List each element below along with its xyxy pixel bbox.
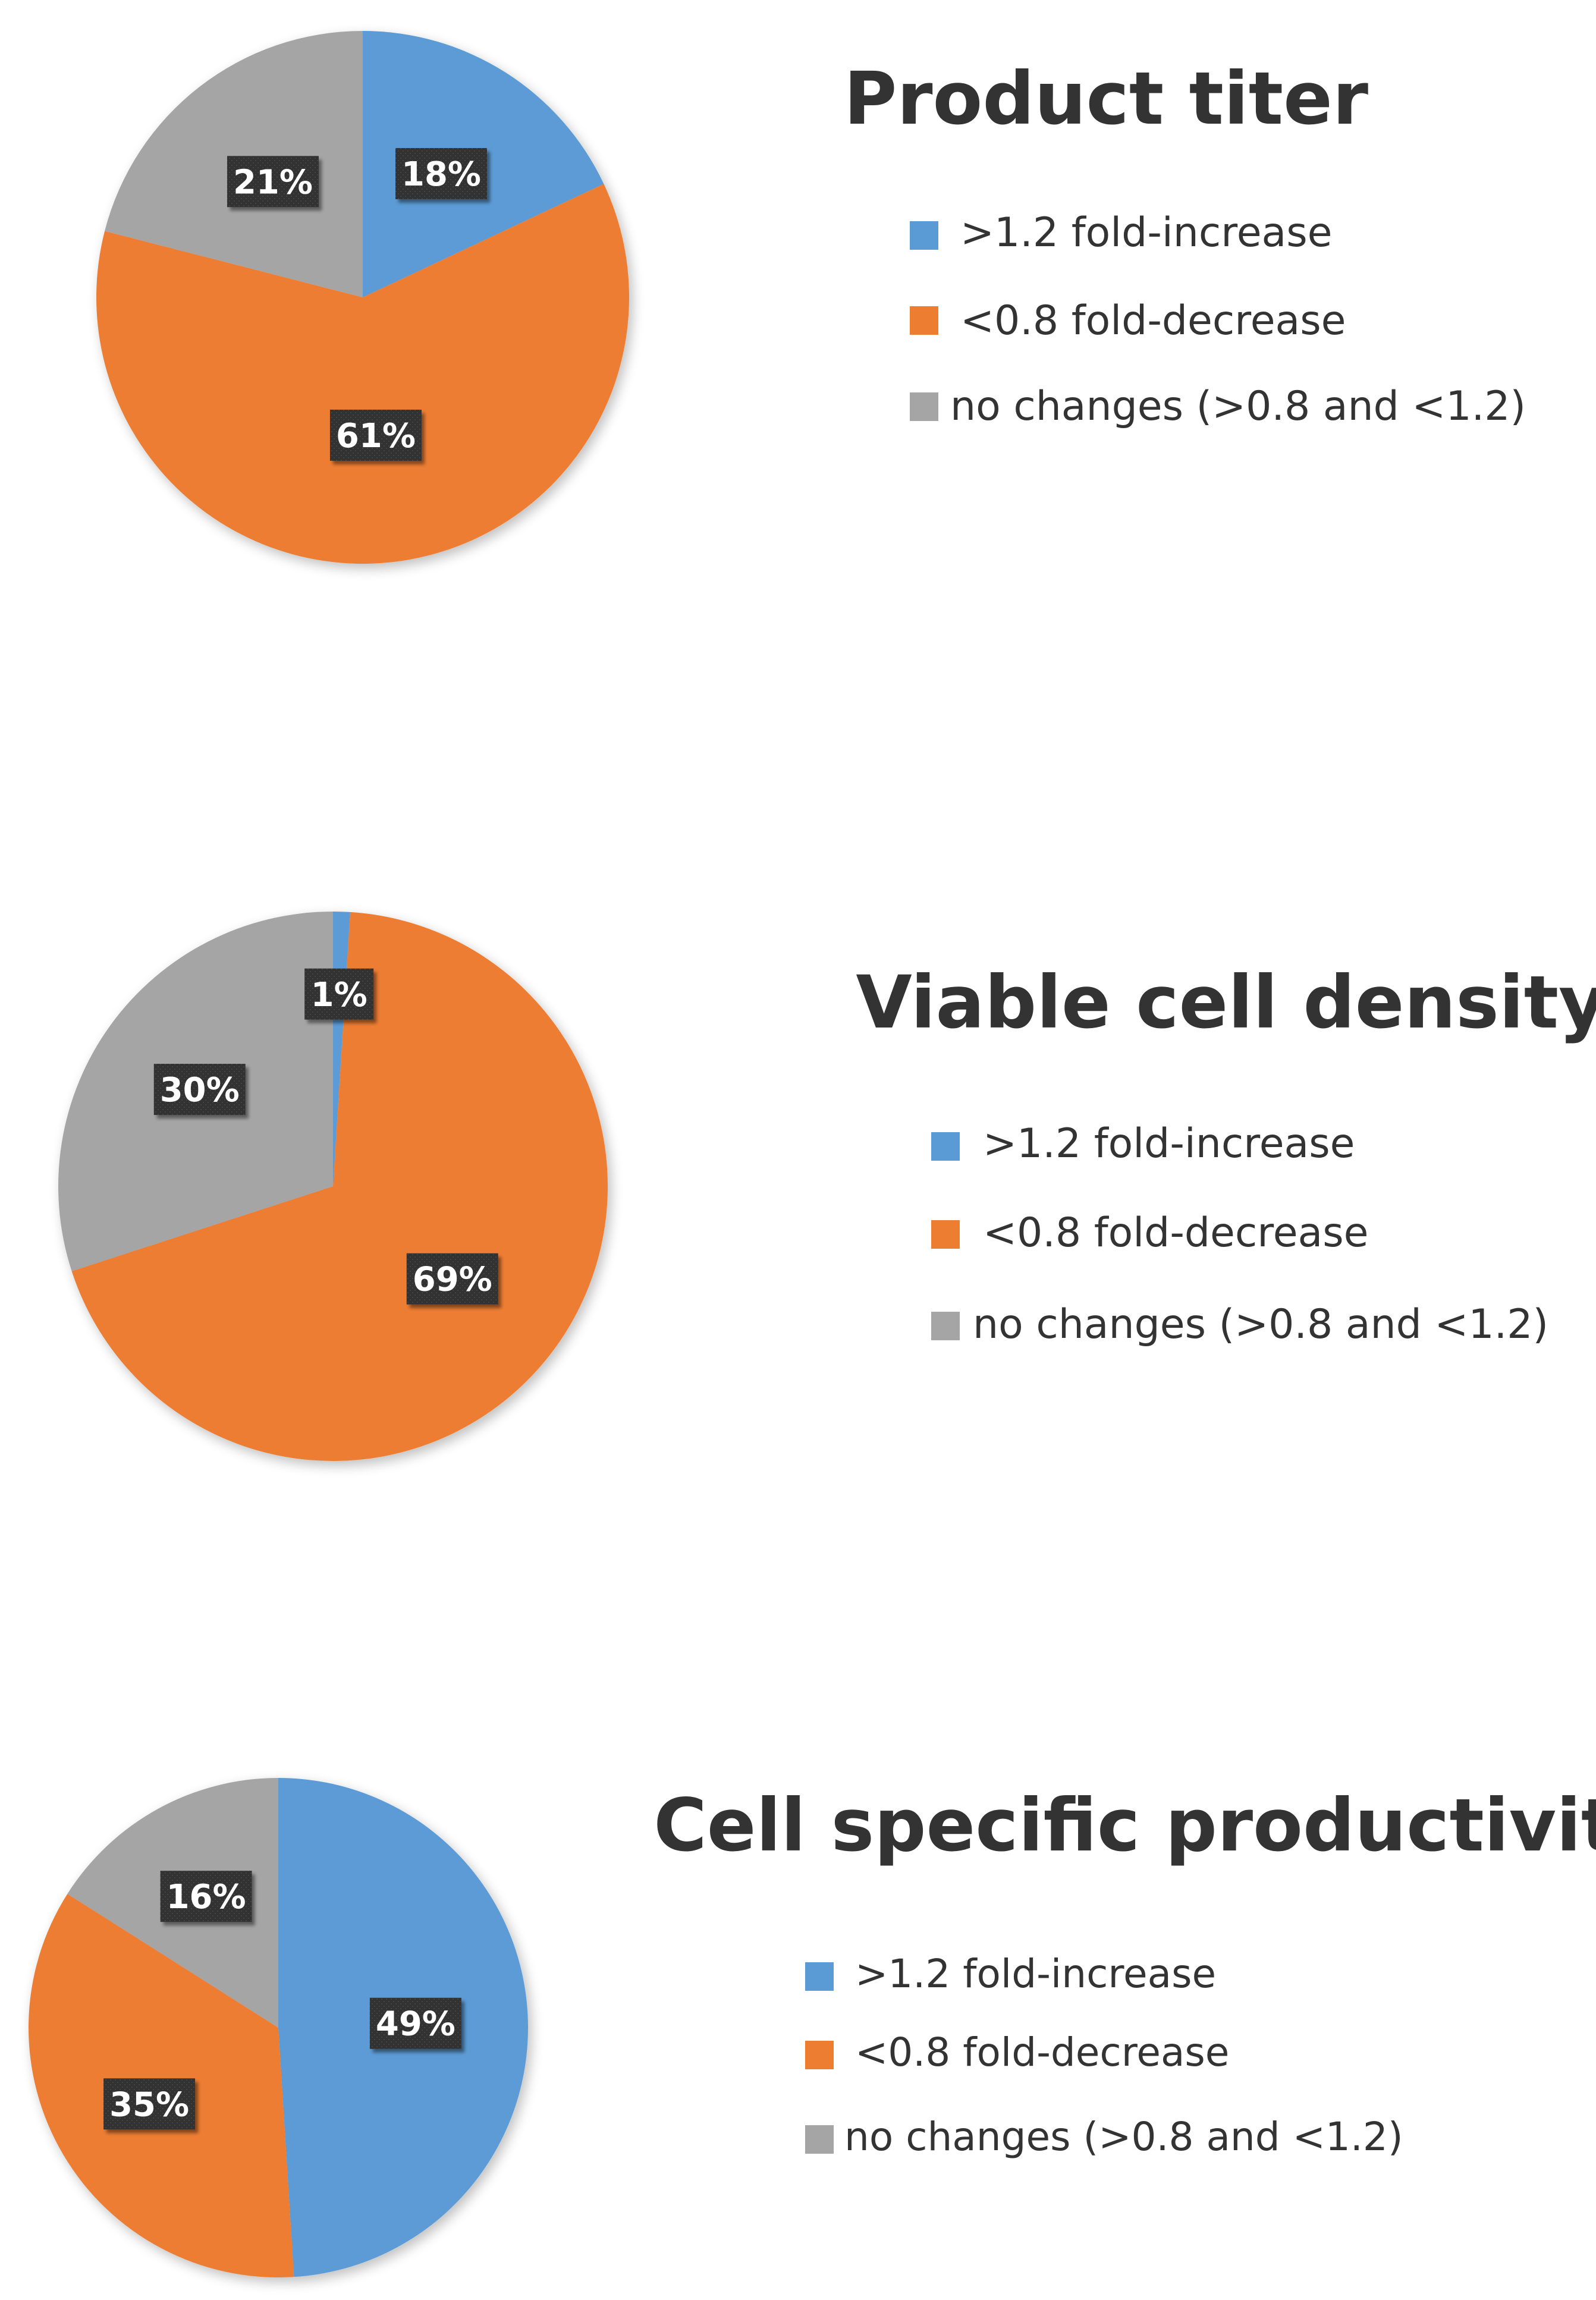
pie-chart-product-titer: 18% 61% 21% Product titer >1.2 fold-increa… [96,31,1526,564]
legend-item-decrease: <0.8 fold-decrease [805,2029,1229,2075]
data-label-text: 35% [109,2085,189,2124]
legend-item-increase: >1.2 fold-increase [805,1951,1216,1997]
legend-swatch-increase [805,1962,834,1991]
legend-swatch-decrease [931,1220,960,1249]
data-label-text: 16% [166,1878,246,1916]
data-label-decrease: 61% [329,409,422,461]
data-label-text: 30% [160,1071,240,1110]
data-label-no-change: 21% [227,156,319,208]
data-label-box [153,1064,246,1116]
legend-item-no-change: no changes (>0.8 and <1.2) [910,383,1526,430]
legend: >1.2 fold-increase <0.8 fold-decrease no… [931,1120,1548,1348]
data-label-box [406,1253,498,1305]
legend-item-increase: >1.2 fold-increase [910,209,1332,256]
legend-label: no changes (>0.8 and <1.2) [973,1301,1548,1348]
data-label-increase: 18% [395,147,488,199]
legend-label: >1.2 fold-increase [855,1951,1216,1997]
data-label-no-change: 30% [153,1064,246,1116]
pie-chart-cell-specific-productivity: 49% 35% 16% Cell specific productivity >1.… [28,1778,1596,2277]
pie-data-labels: 18% 61% 21% [227,147,488,461]
data-label-text: 1% [311,976,367,1014]
chart-title: Product titer [844,56,1368,141]
legend-item-no-change: no changes (>0.8 and <1.2) [805,2114,1403,2160]
legend: >1.2 fold-increase <0.8 fold-decrease no… [805,1951,1403,2160]
data-label-box [369,1997,461,2049]
legend-label: no changes (>0.8 and <1.2) [844,2114,1403,2160]
data-label-increase: 1% [304,968,374,1020]
data-label-text: 69% [413,1261,492,1299]
pie-data-labels: 1% 69% 30% [153,968,498,1305]
data-label-no-change: 16% [160,1871,252,1922]
data-label-text: 18% [401,155,481,194]
legend-swatch-increase [910,221,938,250]
pie-slice-decrease [71,912,608,1461]
legend-item-no-change: no changes (>0.8 and <1.2) [931,1301,1548,1348]
pie-slices [96,31,629,564]
legend-item-increase: >1.2 fold-increase [931,1120,1355,1167]
data-label-box [103,2078,196,2130]
legend-swatch-increase [931,1132,960,1161]
data-label-decrease: 35% [103,2078,196,2130]
pie-chart-viable-cell-density: 1% 69% 30% Viable cell density >1.2 fold-i… [58,911,1596,1461]
data-label-decrease: 69% [406,1253,498,1305]
legend-swatch-no-change [931,1312,960,1340]
legend-label: <0.8 fold-decrease [983,1209,1369,1256]
pie-data-labels: 49% 35% 16% [103,1871,461,2130]
data-label-box [160,1871,252,1922]
data-label-text: 49% [376,2005,455,2044]
legend-label: no changes (>0.8 and <1.2) [950,383,1526,430]
data-label-box [395,147,488,199]
legend-swatch-no-change [910,392,938,421]
legend-label: <0.8 fold-decrease [855,2029,1229,2075]
legend-label: >1.2 fold-increase [983,1120,1355,1167]
legend-label: >1.2 fold-increase [960,209,1332,256]
data-label-box [329,409,422,461]
data-label-box [227,156,319,208]
legend-swatch-no-change [805,2125,834,2154]
legend: >1.2 fold-increase <0.8 fold-decrease no… [910,209,1526,430]
pie-slice-decrease [96,184,629,564]
data-label-text: 21% [233,163,313,202]
chart-title: Viable cell density [856,960,1596,1045]
legend-item-decrease: <0.8 fold-decrease [910,297,1346,344]
legend-swatch-decrease [910,306,938,335]
data-label-text: 61% [336,417,416,455]
data-label-box [304,968,374,1020]
data-label-increase: 49% [369,1997,461,2049]
legend-swatch-decrease [805,2041,834,2069]
chart-title: Cell specific productivity [654,1783,1596,1868]
legend-item-decrease: <0.8 fold-decrease [931,1209,1369,1256]
legend-label: <0.8 fold-decrease [960,297,1346,344]
